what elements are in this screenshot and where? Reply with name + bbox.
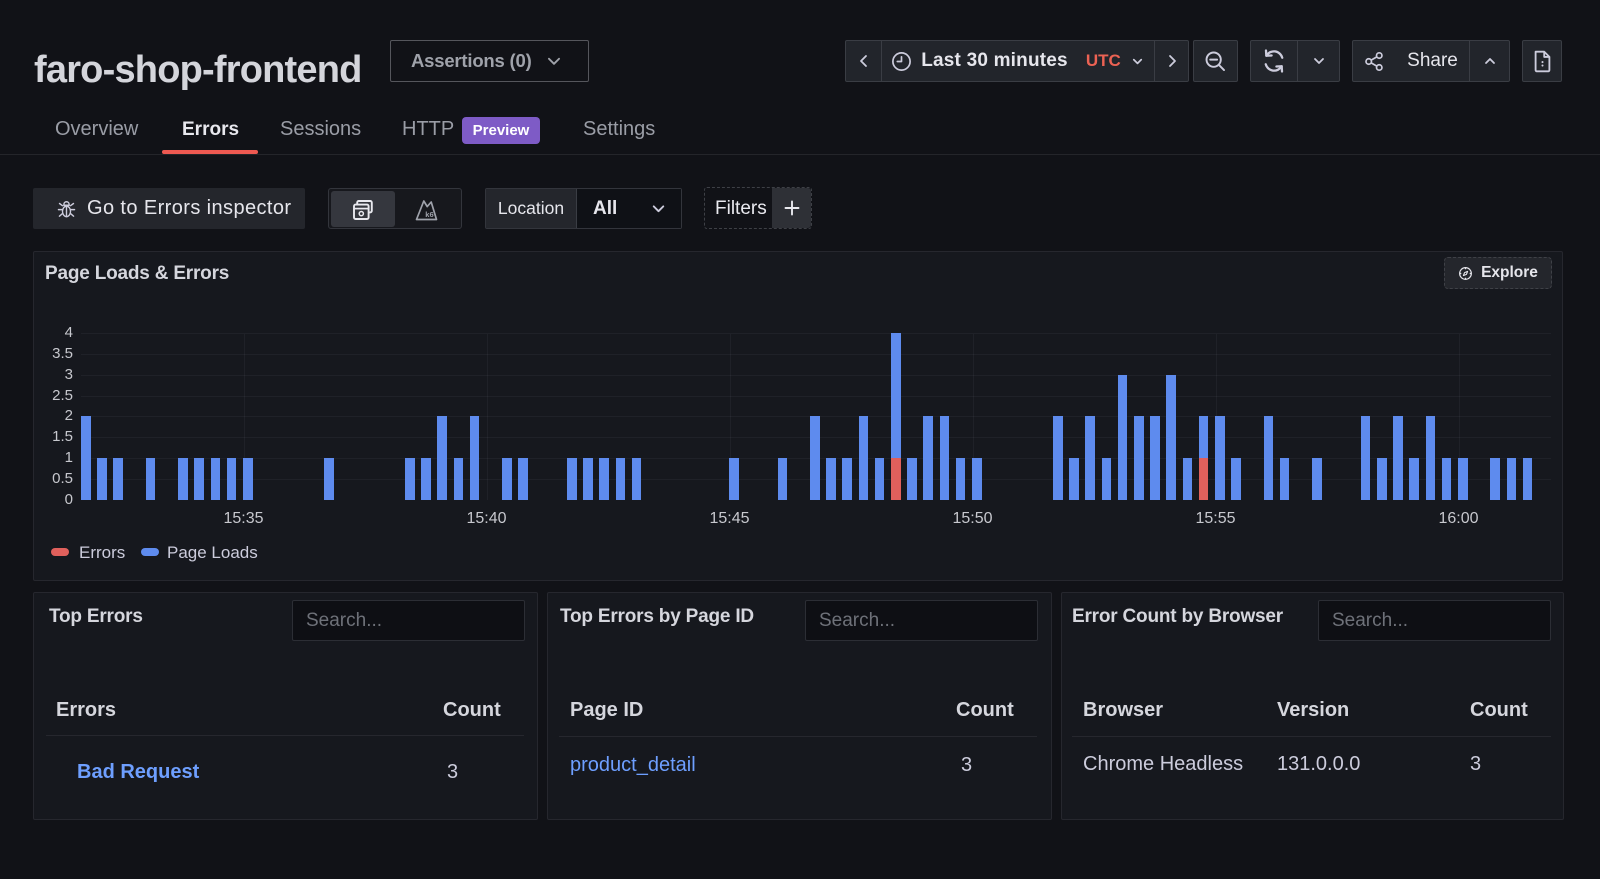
svg-text:k6: k6 — [425, 210, 433, 219]
